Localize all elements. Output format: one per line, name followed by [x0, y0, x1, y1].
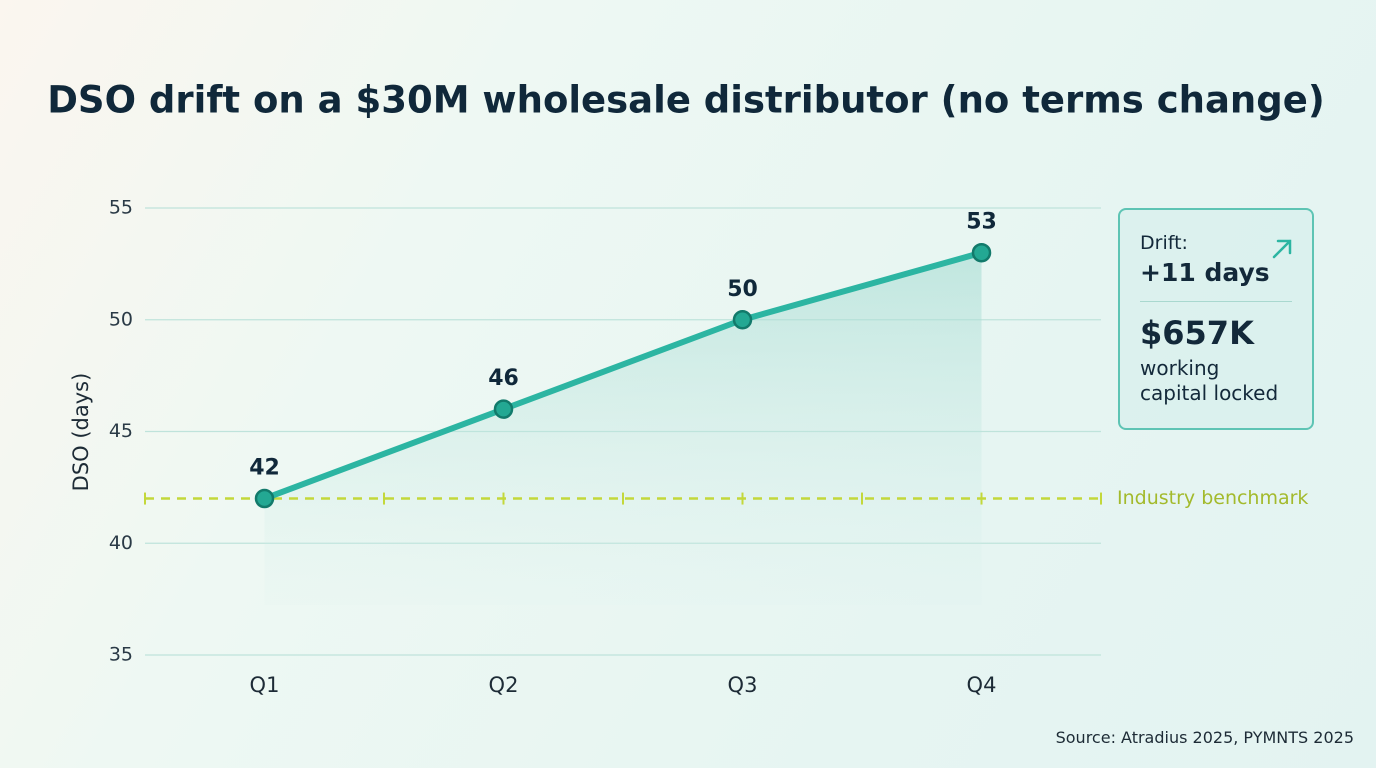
x-tick-label: Q3 — [728, 673, 758, 697]
value-label: 42 — [249, 456, 280, 481]
value-label: 50 — [727, 277, 758, 302]
point — [493, 399, 514, 419]
chart-title: DSO drift on a $30M wholesale distributo… — [47, 79, 1325, 122]
x-tick-label: Q4 — [967, 673, 997, 697]
line — [261, 249, 985, 502]
callout-value: +11 days — [1140, 258, 1270, 287]
y-tick-label: 40 — [109, 532, 133, 554]
callout-card: Drift: +11 days $657K working capital lo… — [1118, 208, 1314, 430]
point — [732, 310, 753, 330]
value-label: 46 — [488, 366, 519, 391]
arrow-icon — [1272, 239, 1292, 259]
point — [254, 488, 275, 509]
benchmark-label: Industry benchmark — [1117, 487, 1308, 509]
callout-label: Drift: — [1140, 232, 1188, 254]
x-tick-label: Q1 — [250, 673, 280, 697]
x-tick-label: Q2 — [489, 673, 519, 697]
area — [264, 252, 982, 605]
source-note: Source: Atradius 2025, PYMNTS 2025 — [1055, 728, 1354, 747]
y-axis-label: DSO (days) — [69, 373, 93, 492]
y-tick-label: 50 — [109, 308, 133, 330]
callout-amount: $657K — [1140, 314, 1254, 352]
callout-amount-label: working capital locked — [1140, 356, 1279, 405]
y-tick-label: 35 — [109, 644, 133, 666]
y-tick-label: 55 — [109, 197, 133, 219]
divider — [1140, 301, 1292, 302]
y-tick-label: 45 — [109, 420, 133, 442]
value-label: 53 — [966, 210, 997, 235]
point — [971, 242, 992, 263]
